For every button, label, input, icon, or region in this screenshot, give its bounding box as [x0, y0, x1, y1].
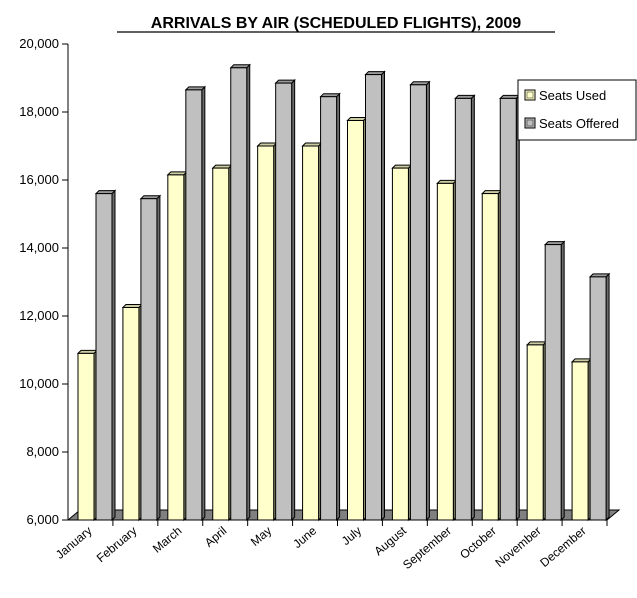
bar-seats-used [525, 340, 548, 522]
legend-swatch [524, 117, 536, 129]
x-tick-label: December [537, 524, 588, 570]
legend-swatch-inner [526, 119, 534, 127]
x-tick-label: June [290, 523, 319, 551]
bar-seats-used [436, 179, 458, 522]
x-tick-label: January [53, 524, 95, 562]
bar-seats-offered-front [95, 193, 113, 521]
bar-seats-used [570, 357, 593, 522]
y-tick-label: 20,000 [19, 36, 59, 51]
bar-seats-used-front [526, 344, 544, 521]
bar-seats-used-front [481, 193, 499, 521]
y-tick-label: 12,000 [19, 308, 59, 323]
x-tick-label: August [371, 523, 409, 558]
bar-seats-offered-front [140, 198, 158, 521]
bar-seats-offered-front [454, 97, 472, 521]
bar-seats-used [346, 116, 368, 522]
bar-seats-offered [409, 80, 431, 522]
bar-seats-offered-front [544, 244, 562, 521]
bar-seats-offered [274, 78, 296, 522]
bar-seats-offered [229, 63, 251, 522]
bar-seats-offered-front [499, 97, 517, 521]
bar-seats-used [256, 141, 278, 522]
bar-seats-offered [364, 70, 386, 522]
bar-seats-offered-front [409, 84, 427, 521]
bar-seats-used [391, 163, 413, 522]
legend-label: Seats Offered [539, 116, 619, 131]
x-tick-label: November [492, 524, 543, 570]
y-tick-label: 8,000 [26, 444, 59, 459]
bar-seats-offered [454, 94, 476, 522]
legend-swatch-inner [526, 91, 534, 99]
bar-seats-used-front [257, 145, 275, 521]
bar-seats-used-front [77, 352, 95, 521]
bar-seats-offered [543, 240, 566, 522]
bar-seats-offered [319, 92, 341, 522]
bar-seats-used-front [391, 167, 409, 521]
bar-seats-used [166, 170, 189, 522]
bar-seats-offered-front [589, 276, 607, 521]
chart-title: ARRIVALS BY AIR (SCHEDULED FLIGHTS), 200… [151, 15, 522, 32]
bar-seats-used [76, 349, 99, 522]
bar-seats-used-front [571, 361, 589, 521]
bar-seats-used [211, 163, 233, 522]
x-tick-label: May [248, 524, 274, 549]
bar-seats-used-front [212, 167, 230, 521]
legend-swatch [524, 89, 536, 101]
x-tick-label: April [202, 524, 229, 550]
bar-seats-offered [139, 194, 162, 522]
x-tick-label: March [150, 524, 185, 556]
bar-seats-offered [588, 272, 611, 522]
bar-seats-used-front [167, 174, 185, 521]
bar-seats-offered [94, 189, 117, 522]
x-tick-label: October [457, 524, 499, 562]
bar-seats-offered [184, 85, 207, 522]
bar-seats-used-front [436, 182, 454, 521]
bar-seats-offered-front [275, 82, 293, 521]
y-tick-label: 18,000 [19, 104, 59, 119]
legend: Seats Used Seats Offered [517, 79, 637, 141]
bar-seats-used [301, 141, 323, 522]
y-tick-label: 14,000 [19, 240, 59, 255]
bar-seats-offered-front [230, 67, 248, 521]
bar-seats-used [121, 303, 144, 522]
bar-seats-used-front [302, 145, 320, 521]
y-tick-label: 6,000 [26, 512, 59, 527]
y-tick-label: 10,000 [19, 376, 59, 391]
bar-seats-used-front [122, 307, 140, 521]
legend-box [517, 79, 637, 141]
bar-seats-offered-front [320, 96, 338, 521]
bar-seats-used [481, 189, 503, 522]
bar-seats-offered-front [365, 74, 382, 521]
x-tick-label: February [94, 524, 140, 566]
bar-seats-offered-front [185, 89, 203, 521]
y-tick-label: 16,000 [19, 172, 59, 187]
x-tick-label: September [400, 524, 454, 572]
bar-seats-used-front [347, 120, 364, 521]
bar-seats-offered [499, 94, 521, 522]
legend-label: Seats Used [539, 88, 606, 103]
x-tick-label: July [339, 524, 364, 548]
